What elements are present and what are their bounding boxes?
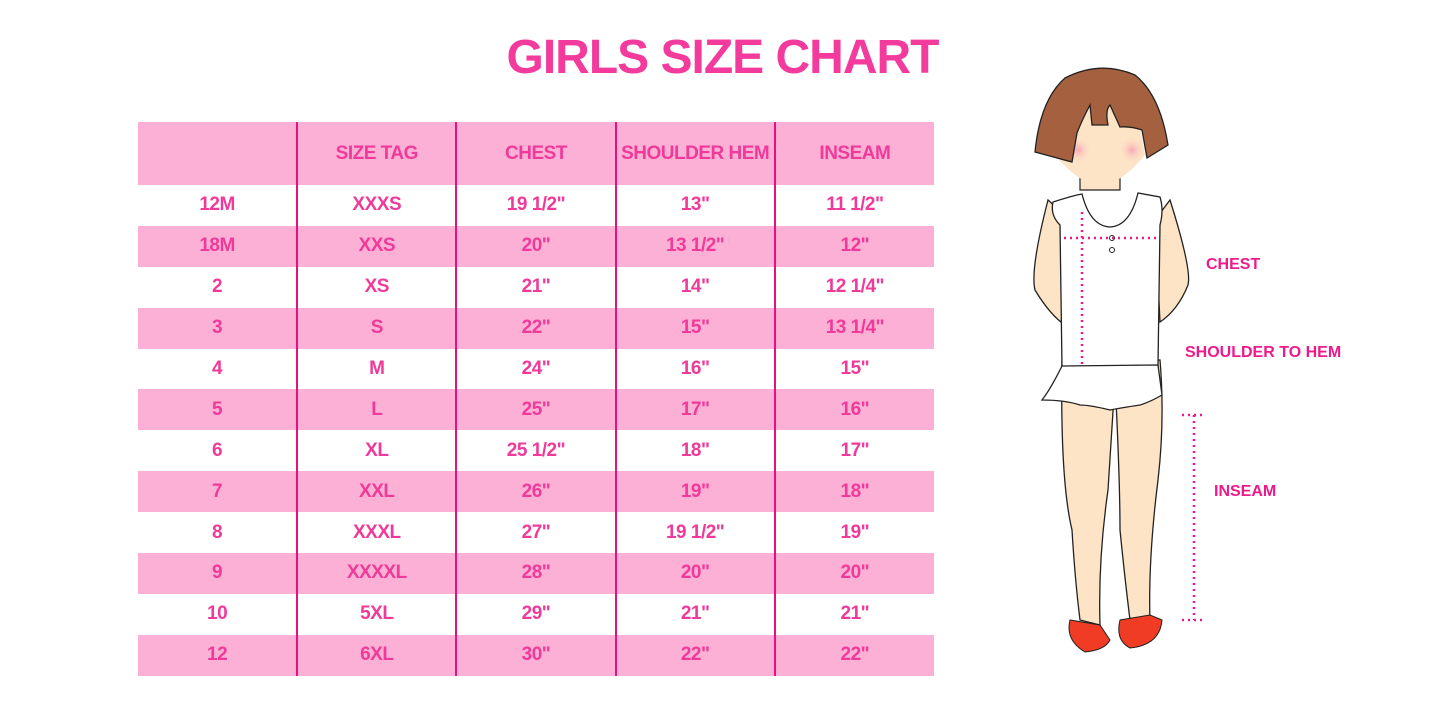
column-header: [138, 122, 298, 185]
table-cell: 9: [138, 553, 298, 594]
table-row: 6 XL 25 1/2" 18" 17": [138, 430, 934, 472]
table-cell: 8: [212, 521, 223, 543]
table-cell: 18M: [138, 225, 298, 267]
table-cell: 21": [773, 593, 934, 635]
table-cell: 12M: [199, 194, 235, 216]
table-cell: 3: [138, 307, 298, 349]
column-header: SHOULDER HEM: [614, 122, 775, 185]
size-chart-table: SIZE TAG CHEST SHOULDER HEM INSEAM 12M XXXS 1…: [138, 122, 934, 676]
table-cell: XXXS: [296, 185, 457, 226]
table-cell: 6: [212, 439, 223, 461]
table-cell: 5XL: [296, 593, 457, 635]
table-cell: XXXL: [296, 512, 457, 554]
shoulder-to-hem-label: SHOULDER TO HEM: [1185, 344, 1342, 361]
table-cell: 30": [455, 634, 616, 676]
table-cell: M: [296, 348, 457, 390]
table-cell: 21": [455, 266, 616, 308]
table-cell: 10: [207, 603, 228, 625]
table-cell: 15": [614, 307, 775, 349]
table-header-row: SIZE TAG CHEST SHOULDER HEM INSEAM: [138, 122, 934, 185]
table-cell: 14": [614, 266, 775, 308]
table-cell: 12: [138, 634, 298, 676]
table-cell: 17": [614, 389, 775, 431]
table-cell: 2: [212, 276, 223, 298]
table-cell: XS: [296, 266, 457, 308]
table-cell: 19 1/2": [614, 512, 775, 554]
table-cell: 25 1/2": [455, 430, 616, 472]
table-cell: 28": [455, 553, 616, 594]
shoes: [1068, 614, 1163, 653]
bloomers: [1040, 364, 1163, 411]
table-cell: 16": [773, 389, 934, 431]
table-row: 2 XS 21" 14" 12 1/4": [138, 266, 934, 308]
table-cell: 26": [455, 471, 616, 513]
chest-label: CHEST: [1206, 256, 1261, 273]
table-cell: 13 1/2": [614, 225, 775, 267]
table-cell: 29": [455, 593, 616, 635]
table-cell: 6XL: [296, 634, 457, 676]
table-cell: 13": [614, 185, 775, 226]
table-cell: 16": [614, 348, 775, 390]
table-cell: 27": [455, 512, 616, 554]
table-cell: 17": [773, 430, 934, 472]
table-cell: 15": [773, 348, 934, 390]
table-cell: 20": [455, 225, 616, 267]
table-row: 3 S 22" 15" 13 1/4": [138, 307, 934, 349]
table-row: 12 6XL 30" 22" 22": [138, 634, 934, 676]
table-row: 10 5XL 29" 21" 21": [138, 593, 934, 635]
table-cell: 13 1/4": [773, 307, 934, 349]
table-row: 4 M 24" 16" 15": [138, 348, 934, 390]
table-cell: 19": [773, 512, 934, 554]
table-cell: 20": [614, 553, 775, 594]
table-cell: 18": [773, 471, 934, 513]
table-cell: S: [296, 307, 457, 349]
table-row: 9 XXXXL 28" 20" 20": [138, 553, 934, 594]
hair: [1034, 67, 1169, 163]
table-row: 7 XXL 26" 19" 18": [138, 471, 934, 513]
table-cell: 5: [138, 389, 298, 431]
table-row: 8 XXXL 27" 19 1/2" 19": [138, 512, 934, 554]
table-cell: 22": [614, 634, 775, 676]
table-cell: 12": [773, 225, 934, 267]
legs: [1061, 359, 1163, 626]
table-cell: 7: [138, 471, 298, 513]
table-cell: 11 1/2": [773, 185, 934, 226]
page-title: GIRLS SIZE CHART: [506, 31, 939, 84]
table-cell: 12 1/4": [773, 266, 934, 308]
column-header: INSEAM: [773, 122, 934, 185]
column-header: CHEST: [455, 122, 616, 185]
girl-illustration: [1033, 67, 1202, 653]
table-cell: 4: [212, 358, 223, 379]
table-cell: XL: [296, 430, 457, 472]
table-cell: XXS: [296, 225, 457, 267]
table-row: 12M XXXS 19 1/2" 13" 11 1/2": [138, 185, 934, 226]
table-cell: XXL: [296, 471, 457, 513]
table-cell: XXXXL: [296, 553, 457, 594]
table-cell: 22": [773, 634, 934, 676]
table-cell: 25": [455, 389, 616, 431]
column-header: SIZE TAG: [296, 122, 457, 185]
table-cell: 19": [614, 471, 775, 513]
table-cell: 21": [614, 593, 775, 635]
table-row: 18M XXS 20" 13 1/2" 12": [138, 225, 934, 267]
table-cell: 22": [455, 307, 616, 349]
table-cell: 18": [614, 430, 775, 472]
table-cell: 20": [773, 553, 934, 594]
table-row: 5 L 25" 17" 16": [138, 389, 934, 431]
table-cell: 19 1/2": [455, 185, 616, 226]
table-cell: L: [296, 389, 457, 431]
table-cell: 24": [455, 348, 616, 390]
shirt: [1051, 192, 1163, 368]
inseam-label: INSEAM: [1214, 483, 1277, 500]
